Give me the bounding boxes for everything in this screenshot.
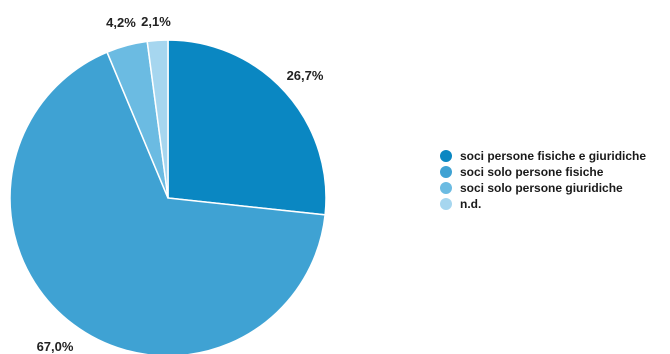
- legend-item-1: soci persone fisiche e giuridiche: [440, 148, 646, 164]
- legend-swatch: [440, 166, 452, 178]
- pie-slice-1: [167, 39, 327, 216]
- data-label-slice-2: 67,0%: [37, 339, 74, 354]
- legend-swatch: [440, 182, 452, 194]
- legend-label: soci solo persone fisiche: [460, 165, 604, 179]
- pie-slice-2: [9, 51, 326, 354]
- data-label-slice-3: 4,2%: [106, 15, 136, 30]
- data-label-slice-4: 2,1%: [141, 14, 171, 29]
- legend-item-3: soci solo persone giuridiche: [440, 180, 646, 196]
- legend-label: soci solo persone giuridiche: [460, 181, 623, 195]
- legend-label: soci persone fisiche e giuridiche: [460, 149, 647, 163]
- pie-data-labels: 26,7% 67,0% 4,2% 2,1%: [37, 14, 324, 354]
- pie-slices: [9, 39, 327, 354]
- data-label-slice-1: 26,7%: [287, 68, 324, 83]
- legend-label: n.d.: [460, 197, 482, 211]
- pie-slice-4: [146, 39, 169, 199]
- legend-item-2: soci solo persone fisiche: [440, 164, 646, 180]
- legend: soci persone fisiche e giuridiche soci so…: [440, 148, 646, 212]
- legend-swatch: [440, 198, 452, 210]
- legend-item-4: n.d.: [440, 196, 646, 212]
- legend-swatch: [440, 150, 452, 162]
